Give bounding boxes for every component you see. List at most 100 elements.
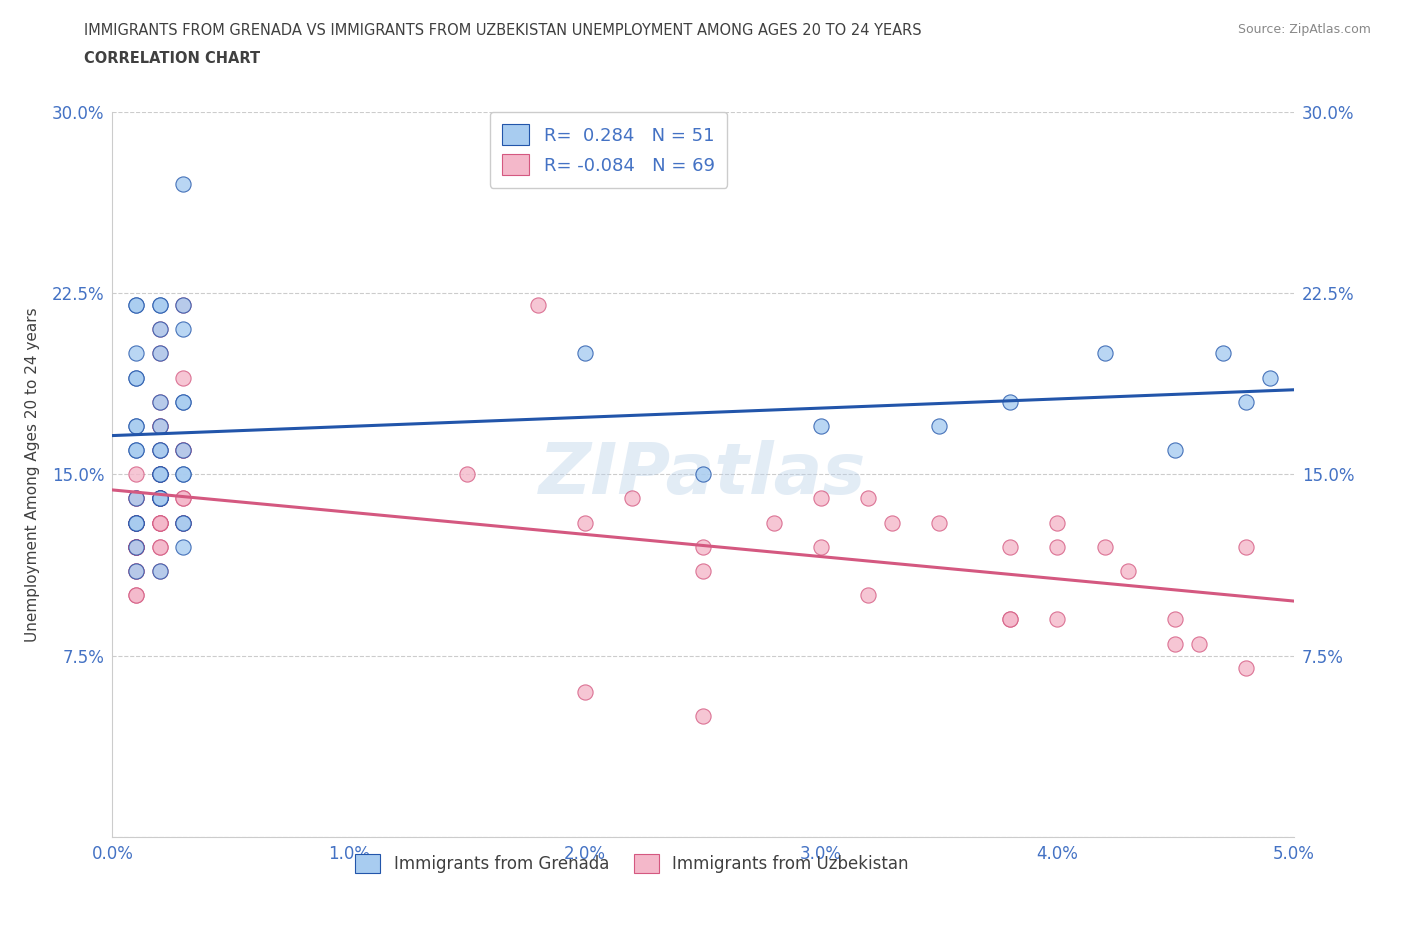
Point	[998, 612, 1021, 627]
Point	[172, 491, 194, 506]
Point	[172, 443, 194, 458]
Point	[149, 564, 172, 578]
Point	[1164, 612, 1187, 627]
Point	[125, 515, 148, 530]
Point	[125, 515, 148, 530]
Point	[762, 515, 785, 530]
Point	[810, 491, 832, 506]
Point	[125, 298, 148, 312]
Point	[125, 491, 148, 506]
Text: IMMIGRANTS FROM GRENADA VS IMMIGRANTS FROM UZBEKISTAN UNEMPLOYMENT AMONG AGES 20: IMMIGRANTS FROM GRENADA VS IMMIGRANTS FR…	[84, 23, 922, 38]
Point	[149, 467, 172, 482]
Point	[1212, 346, 1234, 361]
Point	[1094, 539, 1116, 554]
Point	[1164, 636, 1187, 651]
Point	[149, 491, 172, 506]
Point	[125, 564, 148, 578]
Point	[149, 418, 172, 433]
Point	[692, 467, 714, 482]
Text: ZIPatlas: ZIPatlas	[540, 440, 866, 509]
Point	[149, 443, 172, 458]
Point	[149, 418, 172, 433]
Point	[125, 491, 148, 506]
Point	[125, 491, 148, 506]
Point	[149, 515, 172, 530]
Point	[1046, 612, 1069, 627]
Point	[172, 539, 194, 554]
Point	[1164, 443, 1187, 458]
Y-axis label: Unemployment Among Ages 20 to 24 years: Unemployment Among Ages 20 to 24 years	[25, 307, 41, 642]
Point	[149, 346, 172, 361]
Point	[172, 394, 194, 409]
Point	[125, 539, 148, 554]
Point	[1234, 394, 1257, 409]
Point	[125, 467, 148, 482]
Point	[1094, 346, 1116, 361]
Point	[858, 588, 880, 603]
Point	[172, 491, 194, 506]
Point	[574, 684, 596, 699]
Point	[125, 298, 148, 312]
Point	[149, 394, 172, 409]
Point	[574, 515, 596, 530]
Point	[149, 467, 172, 482]
Point	[1188, 636, 1211, 651]
Point	[149, 443, 172, 458]
Point	[149, 467, 172, 482]
Point	[858, 491, 880, 506]
Point	[998, 394, 1021, 409]
Point	[149, 515, 172, 530]
Point	[692, 564, 714, 578]
Point	[456, 467, 478, 482]
Point	[125, 564, 148, 578]
Point	[125, 346, 148, 361]
Point	[998, 612, 1021, 627]
Point	[1258, 370, 1281, 385]
Point	[998, 539, 1021, 554]
Point	[692, 709, 714, 724]
Point	[149, 564, 172, 578]
Point	[125, 564, 148, 578]
Point	[928, 418, 950, 433]
Text: CORRELATION CHART: CORRELATION CHART	[84, 51, 260, 66]
Point	[810, 539, 832, 554]
Point	[149, 298, 172, 312]
Point	[125, 515, 148, 530]
Point	[810, 418, 832, 433]
Point	[149, 491, 172, 506]
Point	[172, 394, 194, 409]
Point	[149, 467, 172, 482]
Point	[1046, 515, 1069, 530]
Point	[125, 539, 148, 554]
Text: Source: ZipAtlas.com: Source: ZipAtlas.com	[1237, 23, 1371, 36]
Point	[125, 443, 148, 458]
Point	[125, 515, 148, 530]
Point	[125, 443, 148, 458]
Point	[149, 515, 172, 530]
Point	[172, 443, 194, 458]
Point	[1046, 539, 1069, 554]
Point	[692, 539, 714, 554]
Point	[1234, 660, 1257, 675]
Point	[125, 588, 148, 603]
Point	[149, 491, 172, 506]
Point	[149, 322, 172, 337]
Point	[149, 491, 172, 506]
Point	[149, 491, 172, 506]
Point	[149, 394, 172, 409]
Point	[172, 467, 194, 482]
Point	[125, 515, 148, 530]
Point	[172, 322, 194, 337]
Point	[149, 467, 172, 482]
Point	[125, 418, 148, 433]
Point	[149, 443, 172, 458]
Point	[172, 298, 194, 312]
Point	[172, 443, 194, 458]
Point	[172, 515, 194, 530]
Point	[172, 177, 194, 192]
Point	[149, 539, 172, 554]
Point	[149, 346, 172, 361]
Point	[125, 539, 148, 554]
Point	[125, 539, 148, 554]
Point	[125, 515, 148, 530]
